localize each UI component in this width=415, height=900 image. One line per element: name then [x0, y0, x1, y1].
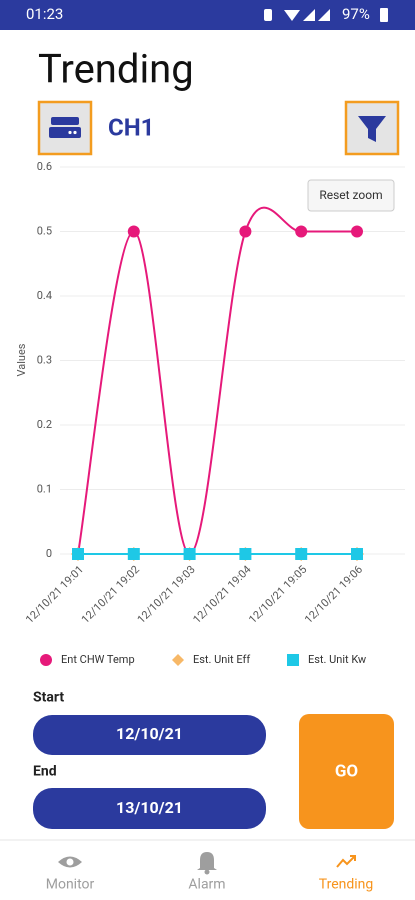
- x-tick-label: 12/10/21 19:05: [246, 563, 309, 626]
- y-tick-label: 0.5: [37, 224, 52, 237]
- legend-marker: [40, 654, 52, 666]
- data-point: [239, 548, 252, 560]
- start-label: Start: [33, 690, 64, 706]
- nav-label[interactable]: Trending: [319, 877, 374, 893]
- series-line: [77, 206, 357, 556]
- chart: 00.10.20.30.40.50.612/10/21 19:0112/10/2…: [23, 160, 405, 666]
- y-tick-label: 0: [46, 547, 52, 560]
- data-point: [351, 225, 363, 238]
- device-button[interactable]: [37, 100, 93, 156]
- data-point: [127, 225, 140, 238]
- x-tick-label: 12/10/21 19:03: [135, 563, 198, 626]
- alarm-icon[interactable]: [197, 852, 217, 875]
- legend-label: Est. Unit Kw: [308, 653, 367, 666]
- y-tick-label: 0.4: [37, 289, 52, 302]
- filter-button[interactable]: [344, 100, 400, 156]
- legend-label: Est. Unit Eff: [193, 653, 250, 666]
- nav-label[interactable]: Monitor: [46, 877, 95, 893]
- data-point: [295, 548, 308, 560]
- reset-zoom-button[interactable]: [307, 179, 395, 212]
- nav-label[interactable]: Alarm: [188, 877, 225, 893]
- page-title: Trending: [38, 46, 194, 93]
- reset-zoom-label[interactable]: Reset zoom: [319, 188, 382, 202]
- data-point: [183, 548, 196, 560]
- x-tick-label: 12/10/21 19:06: [302, 563, 365, 626]
- start-date[interactable]: 12/10/21: [116, 724, 183, 743]
- legend-marker: [287, 654, 299, 666]
- y-tick-label: 0.6: [37, 160, 52, 173]
- end-date[interactable]: 13/10/21: [116, 798, 183, 817]
- data-point: [295, 225, 308, 238]
- x-tick-label: 12/10/21 19:02: [79, 563, 142, 626]
- legend-label: Ent CHW Temp: [61, 653, 135, 666]
- status-time: 01:23: [26, 5, 63, 23]
- data-point: [239, 225, 252, 238]
- go-label[interactable]: GO: [335, 761, 358, 781]
- data-point: [127, 548, 140, 560]
- status-icons: [264, 8, 388, 22]
- monitor-icon[interactable]: [58, 856, 82, 868]
- y-tick-label: 0.1: [37, 482, 52, 495]
- trending-icon[interactable]: [336, 855, 356, 868]
- data-point: [72, 548, 84, 560]
- x-tick-label: 12/10/21 19:01: [23, 563, 86, 626]
- y-tick-label: 0.2: [37, 418, 52, 431]
- status-bar: [0, 0, 415, 30]
- x-tick-label: 12/10/21 19:04: [190, 563, 253, 626]
- status-battery: 97%: [342, 5, 370, 23]
- data-point: [351, 548, 363, 560]
- legend-marker: [172, 654, 184, 666]
- y-axis-label: Values: [15, 343, 28, 376]
- end-date-button[interactable]: [33, 788, 266, 829]
- y-tick-label: 0.3: [37, 353, 52, 366]
- end-label: End: [33, 764, 57, 780]
- start-date-button[interactable]: [33, 715, 266, 755]
- device-name: CH1: [108, 113, 154, 141]
- go-button[interactable]: [299, 714, 394, 829]
